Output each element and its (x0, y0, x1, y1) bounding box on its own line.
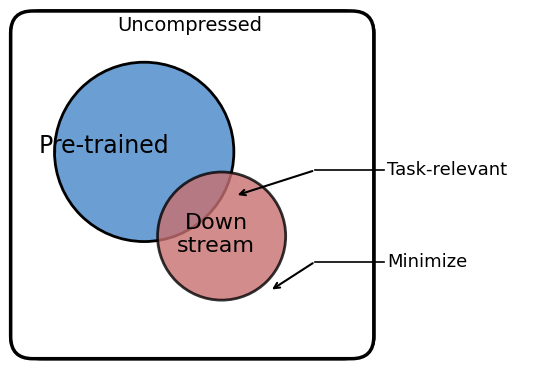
Text: Pre-trained: Pre-trained (39, 134, 169, 158)
Text: Down
stream: Down stream (177, 213, 255, 256)
FancyBboxPatch shape (11, 11, 374, 359)
Text: Minimize: Minimize (387, 253, 467, 271)
Circle shape (158, 172, 286, 300)
Text: Task-relevant: Task-relevant (387, 161, 507, 179)
FancyBboxPatch shape (11, 11, 374, 359)
Circle shape (54, 62, 234, 242)
Text: Uncompressed: Uncompressed (117, 16, 262, 36)
